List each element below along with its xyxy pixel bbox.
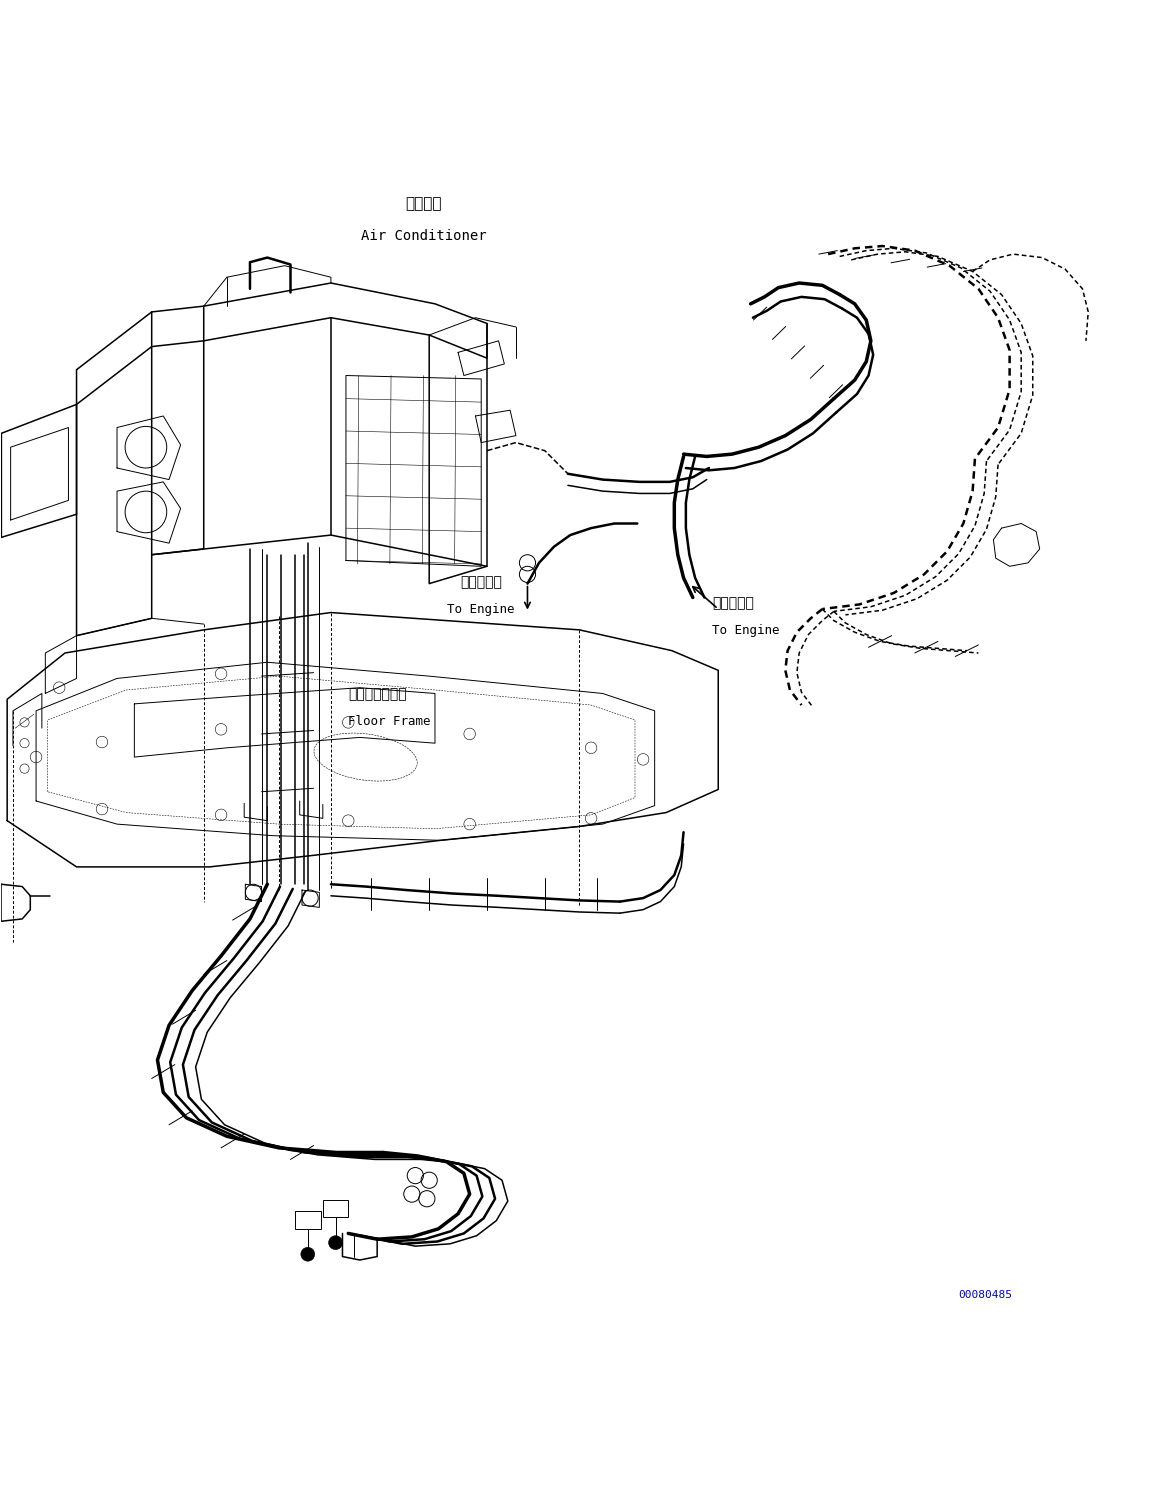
Circle shape xyxy=(329,1236,342,1249)
Bar xyxy=(296,1212,321,1229)
Text: 00080485: 00080485 xyxy=(958,1291,1013,1300)
Circle shape xyxy=(301,1248,315,1261)
Text: Floor Frame: Floor Frame xyxy=(348,716,431,729)
Text: フロアフレーム: フロアフレーム xyxy=(348,687,407,702)
Text: エンジンへ: エンジンへ xyxy=(460,576,502,589)
Text: エアコン: エアコン xyxy=(406,197,442,212)
Text: エンジンへ: エンジンへ xyxy=(713,596,755,610)
Text: Air Conditioner: Air Conditioner xyxy=(360,228,487,243)
Text: To Engine: To Engine xyxy=(447,604,515,616)
Bar xyxy=(323,1200,348,1217)
Text: To Engine: To Engine xyxy=(713,625,780,637)
